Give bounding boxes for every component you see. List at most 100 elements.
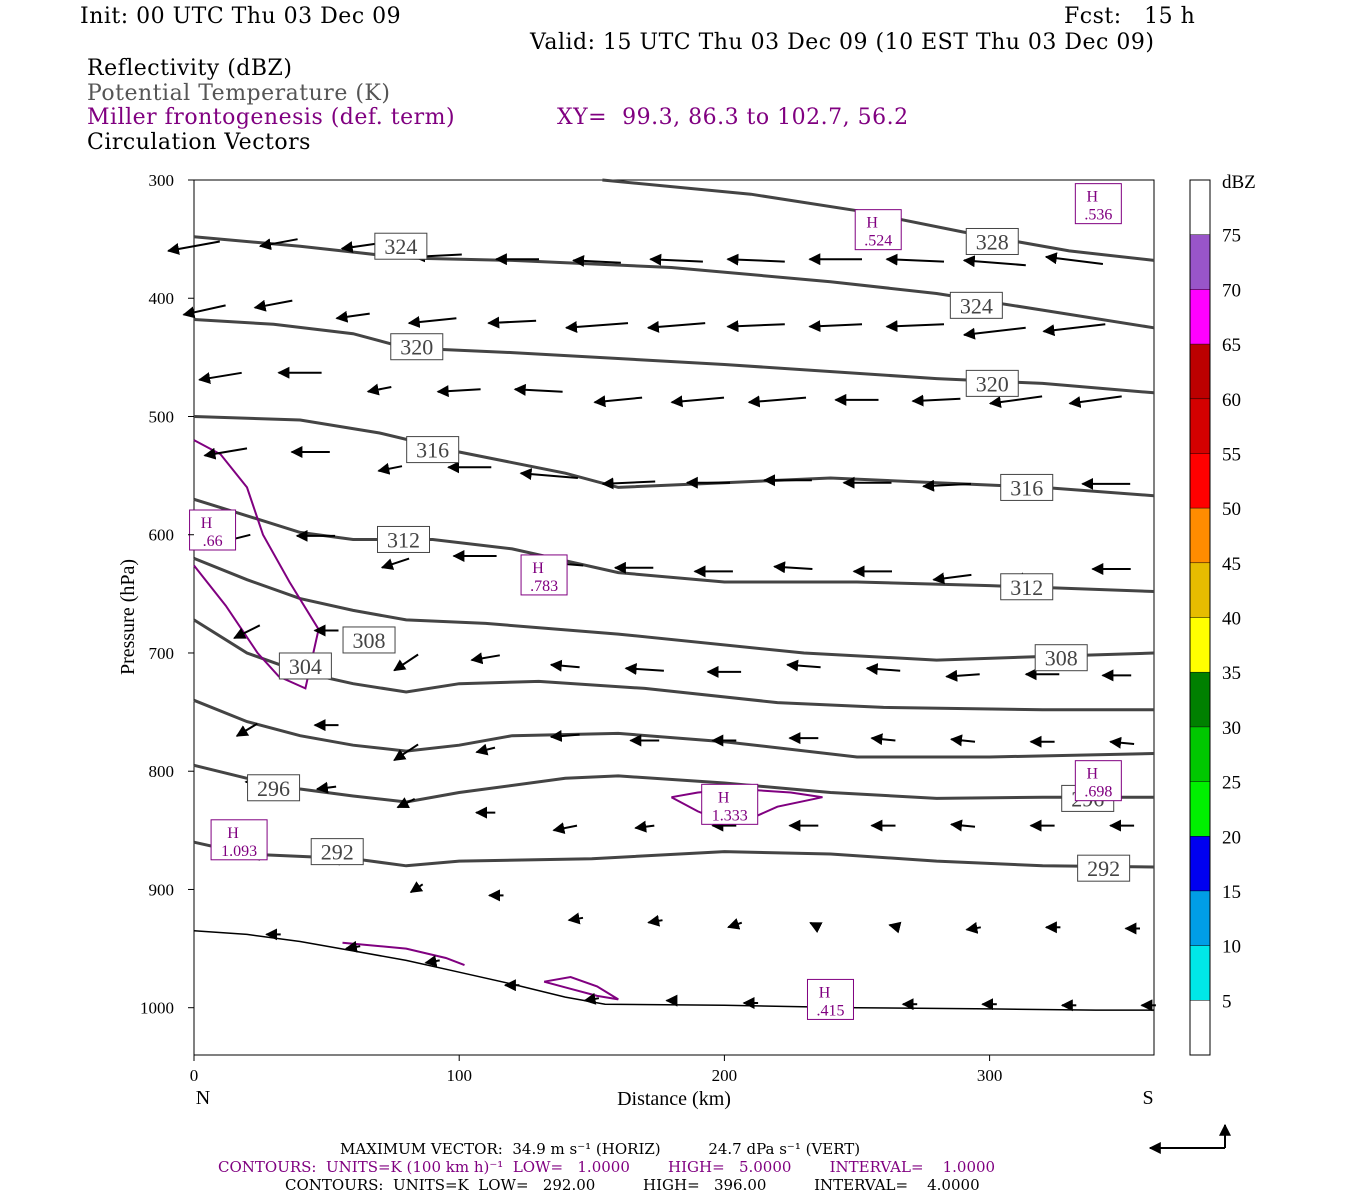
y-tick-label: 800 xyxy=(149,762,175,781)
high-marker-letter: H xyxy=(1087,766,1099,783)
high-marker-value: .524 xyxy=(864,233,892,250)
colorbar-tick-label: 30 xyxy=(1222,718,1241,739)
forecast-hour: Fcst: 15 h xyxy=(1064,4,1196,29)
theta-contour-label: 292 xyxy=(321,840,354,865)
high-marker-letter: H xyxy=(201,515,213,532)
circulation-vector xyxy=(988,395,1043,408)
circulation-vector xyxy=(646,320,706,333)
field-frontogenesis: Miller frontogenesis (def. term) xyxy=(87,105,456,130)
circulation-vector xyxy=(870,733,896,746)
circulation-vector xyxy=(727,918,743,930)
circulation-vector xyxy=(1068,395,1122,408)
high-marker-letter: H xyxy=(1087,189,1099,206)
theta-contour-324 xyxy=(193,235,1155,330)
circulation-vector xyxy=(747,395,807,408)
circulation-vector xyxy=(773,561,813,574)
circulation-vector xyxy=(235,722,258,737)
theta-label-box xyxy=(247,774,301,802)
high-marker-box xyxy=(701,783,759,825)
theta-contour-label: 308 xyxy=(353,628,386,653)
circulation-vector xyxy=(340,241,376,254)
colorbar-title: dBZ xyxy=(1222,172,1256,193)
theta-label-box xyxy=(949,291,1003,319)
theta-contour-label: 320 xyxy=(400,335,433,360)
reference-vector-icon xyxy=(1148,1123,1231,1154)
circulation-vector xyxy=(258,238,298,251)
colorbar-segment xyxy=(1190,836,1210,891)
colorbar-segment xyxy=(1190,234,1210,290)
circulation-vector xyxy=(424,955,440,967)
surface-line xyxy=(193,930,1154,1011)
circulation-vector xyxy=(203,447,248,460)
field-reflectivity: Reflectivity (dBZ) xyxy=(87,56,293,81)
theta-label-box xyxy=(390,333,444,361)
circulation-vector xyxy=(475,743,496,756)
y-axis-label: Pressure (hPa) xyxy=(117,559,139,675)
x-tick-label: 0 xyxy=(190,1066,199,1085)
valid-time: Valid: 15 UTC Thu 03 Dec 09 (10 EST Thu … xyxy=(530,30,1155,55)
x-tick-label: 200 xyxy=(712,1066,738,1085)
cross-section-endpoints: XY= 99.3, 86.3 to 102.7, 56.2 xyxy=(557,105,909,130)
high-marker-box xyxy=(189,509,237,551)
high-marker-value: 1.333 xyxy=(712,807,748,824)
circulation-vector xyxy=(670,395,725,408)
high-marker-letter: H xyxy=(819,984,831,1001)
circulation-vector xyxy=(549,730,580,743)
high-marker-box xyxy=(520,554,568,596)
circulation-vector xyxy=(393,743,419,762)
theta-contour-label: 312 xyxy=(1010,575,1043,600)
y-tick-label: 400 xyxy=(149,289,175,308)
circulation-vector xyxy=(786,659,821,672)
high-marker-value: .698 xyxy=(1084,784,1112,801)
theta-label-box xyxy=(278,652,332,680)
colorbar-segment xyxy=(1190,726,1210,782)
init-time: Init: 00 UTC Thu 03 Dec 09 xyxy=(80,4,402,29)
high-marker-value: .66 xyxy=(203,533,223,550)
theta-contour-label: 328 xyxy=(976,229,1009,254)
colorbar-tick-label: 45 xyxy=(1222,554,1241,575)
theta-label-box xyxy=(374,232,428,260)
x-axis-label: Distance (km) xyxy=(617,1088,731,1110)
circulation-vector xyxy=(962,255,1026,268)
circulation-vector xyxy=(922,479,972,492)
circulation-vector xyxy=(552,822,578,835)
colorbar-tick-label: 55 xyxy=(1222,444,1241,465)
circulation-vector xyxy=(965,921,981,934)
circulation-vector xyxy=(932,572,972,585)
colorbar-tick-label: 10 xyxy=(1222,937,1241,958)
colorbar-segment xyxy=(1190,180,1210,235)
theta-label-box xyxy=(1077,854,1131,882)
circulation-vector xyxy=(950,819,976,832)
high-marker-box xyxy=(806,978,854,1020)
circulation-vector xyxy=(634,820,655,833)
right-end-label: S xyxy=(1142,1087,1153,1109)
circulation-vector xyxy=(487,316,537,329)
circulation-vector xyxy=(593,395,643,408)
colorbar-tick-label: 65 xyxy=(1222,335,1241,356)
circulation-vector xyxy=(436,385,481,398)
colorbar-segment xyxy=(1190,617,1210,673)
y-tick-label: 1000 xyxy=(140,999,174,1018)
circulation-vector xyxy=(647,914,663,927)
colorbar-segment xyxy=(1190,344,1210,399)
high-marker-letter: H xyxy=(227,825,239,842)
circulation-vector xyxy=(393,653,419,672)
colorbar-tick-label: 40 xyxy=(1222,609,1241,630)
colorbar-tick-label: 70 xyxy=(1222,280,1241,301)
y-tick-label: 700 xyxy=(149,644,175,663)
theta-contour-296 xyxy=(193,763,1154,804)
circulation-vector xyxy=(885,253,945,266)
high-marker-box xyxy=(210,819,268,861)
colorbar-tick-label: 60 xyxy=(1222,390,1241,411)
colorbar-tick-label: 25 xyxy=(1222,773,1241,794)
circulation-vector xyxy=(377,462,403,475)
y-tick-label: 600 xyxy=(149,526,175,545)
circulation-vector xyxy=(865,663,901,676)
circulation-vector xyxy=(726,320,785,333)
theta-label-box xyxy=(377,525,431,553)
high-marker-value: 1.093 xyxy=(221,843,257,860)
circulation-vector xyxy=(649,253,703,266)
frontogenesis-contour-note: CONTOURS: UNITS=K (100 km h)⁻¹ LOW= 1.00… xyxy=(218,1158,996,1176)
circulation-vector xyxy=(182,304,226,319)
